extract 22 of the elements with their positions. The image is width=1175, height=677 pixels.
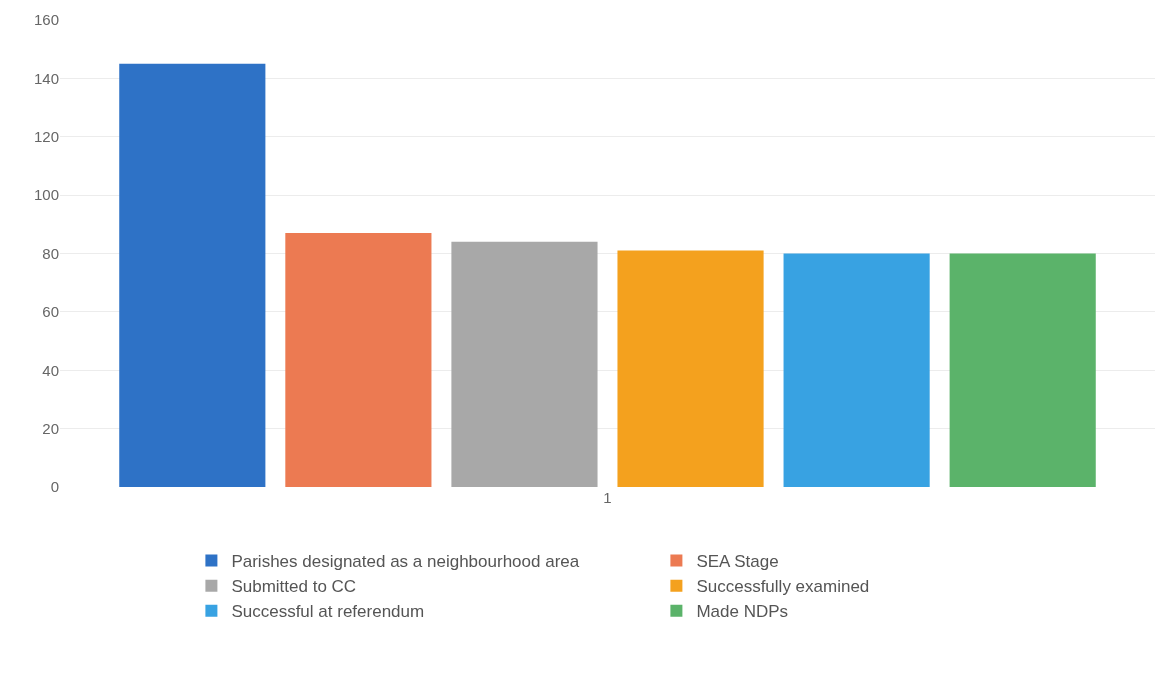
y-tick-label: 100 xyxy=(33,186,59,204)
x-tick-label: 1 xyxy=(603,489,612,506)
y-tick-label: 40 xyxy=(42,361,59,379)
bar xyxy=(451,241,598,487)
legend-label: Successful at referendum xyxy=(231,602,425,622)
y-tick-label: 140 xyxy=(33,69,59,87)
y-tick-label: 20 xyxy=(42,419,59,437)
bar xyxy=(285,233,432,487)
y-tick-label: 160 xyxy=(33,11,59,29)
y-tick-label: 0 xyxy=(50,478,59,496)
bar xyxy=(783,253,930,487)
legend-label: SEA Stage xyxy=(696,552,779,572)
y-tick-label: 60 xyxy=(42,303,59,321)
legend-label: Parishes designated as a neighbourhood area xyxy=(231,552,580,572)
legend-label: Successfully examined xyxy=(696,577,870,597)
legend-label: Made NDPs xyxy=(696,602,789,622)
y-tick-label: 80 xyxy=(42,244,59,262)
bar xyxy=(617,250,764,487)
bar xyxy=(949,253,1096,487)
bar xyxy=(119,63,266,487)
y-tick-label: 120 xyxy=(33,128,59,145)
legend-label: Submitted to CC xyxy=(231,577,357,597)
